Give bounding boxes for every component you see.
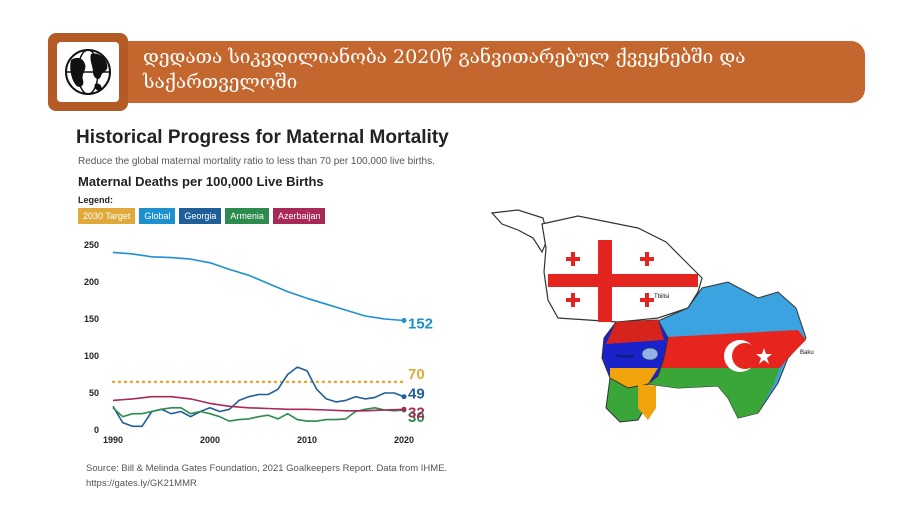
y-tick-label: 250	[84, 240, 99, 250]
globe-icon	[65, 49, 111, 95]
y-tick-label: 50	[89, 388, 99, 398]
source-note: Source: Bill & Melinda Gates Foundation,…	[86, 461, 486, 491]
page-title: დედათა სიკვდილიანობა 2020წ განვითარებულ …	[143, 45, 843, 95]
y-tick-label: 200	[84, 277, 99, 287]
lake-sevan	[641, 347, 659, 361]
chart-heading: Maternal Deaths per 100,000 Live Births	[78, 174, 324, 189]
series-end-label: 30	[408, 409, 425, 426]
chart-title: Historical Progress for Maternal Mortali…	[76, 127, 449, 148]
georgia-flag-cross-horizontal	[548, 274, 698, 287]
legend-item: Global	[139, 208, 176, 224]
line-chart: 0 50 100 150 200 250 1990 2000 2010 2020 70 152 49 30…	[84, 240, 433, 445]
x-tick-label: 1990	[103, 435, 123, 445]
x-tick-label: 2020	[394, 435, 414, 445]
series-end-label: 32	[408, 404, 425, 421]
series-end-label: 70	[408, 366, 425, 383]
title-line-1: დედათა სიკვდილიანობა 2020წ განვითარებულ …	[143, 46, 746, 68]
legend-item: Armenia	[225, 208, 269, 224]
chart-subtitle: Reduce the global maternal mortality rat…	[78, 156, 435, 167]
azerbaijan-star	[756, 348, 772, 364]
legend-label: Legend:	[78, 195, 113, 205]
nakhchivan-orange	[638, 384, 656, 420]
series-end-label: 49	[408, 386, 425, 403]
y-tick-label: 100	[84, 351, 99, 361]
map-label-baku: Baku	[800, 350, 814, 356]
georgia-small-crosses	[566, 252, 654, 307]
logo-container	[57, 42, 119, 102]
legend-item: 2030 Target	[78, 208, 136, 224]
title-line-2: საქართველოში	[143, 71, 298, 93]
x-tick-label: 2000	[200, 435, 220, 445]
source-line-1: Source: Bill & Melinda Gates Foundation,…	[86, 463, 448, 474]
georgia-region	[541, 215, 703, 323]
map-label-tbilisi: Tbilisi	[654, 294, 669, 300]
y-tick-label: 150	[84, 314, 99, 324]
series-line-global	[112, 251, 405, 322]
map-label-yerevan: Yerevan	[616, 354, 634, 360]
caucasus-map: Tbilisi Baku Yerevan	[490, 209, 814, 423]
azerbaijan-crescent-inner	[732, 343, 758, 369]
series-end-point	[401, 394, 407, 400]
series-end-point	[401, 406, 407, 412]
x-tick-label: 2010	[297, 435, 317, 445]
series-end-label: 152	[408, 315, 433, 332]
series-end-point	[401, 317, 407, 323]
header-banner	[62, 41, 865, 103]
y-tick-label: 0	[94, 425, 99, 435]
armenia-red-band	[606, 320, 664, 344]
legend: 2030 Target Global Georgia Armenia Azerbaija…	[78, 208, 326, 224]
legend-item: Azerbaijan	[272, 208, 326, 224]
series-line-armenia	[112, 406, 405, 422]
legend-item: Georgia	[179, 208, 222, 224]
abkhazia-region	[490, 209, 549, 254]
armenia-orange-band	[610, 368, 658, 388]
azerbaijan-green-band	[638, 368, 780, 418]
source-line-2: https://gates.ly/GK21MMR	[86, 478, 197, 489]
series-line-azerbaijan	[112, 395, 405, 412]
